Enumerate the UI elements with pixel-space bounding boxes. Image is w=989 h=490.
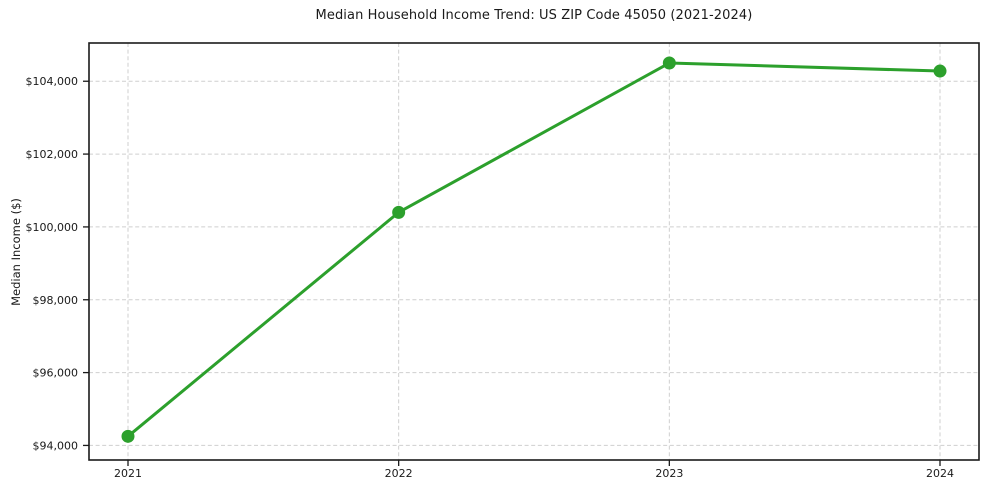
x-tick-label: 2021 — [114, 467, 142, 480]
y-tick-label: $100,000 — [26, 221, 79, 234]
data-point-2022 — [392, 205, 406, 219]
x-tick-label: 2023 — [655, 467, 683, 480]
y-tick-label: $96,000 — [33, 367, 79, 380]
trend-line — [126, 61, 942, 438]
y-tick-label: $102,000 — [26, 148, 79, 161]
plot-frame — [88, 42, 980, 461]
y-tick-label: $94,000 — [33, 439, 79, 452]
data-point-2021 — [121, 429, 135, 443]
y-tick-label: $104,000 — [26, 75, 79, 88]
data-point-2024 — [933, 64, 947, 78]
x-tick-label: 2024 — [926, 467, 954, 480]
chart-title: Median Household Income Trend: US ZIP Co… — [315, 8, 753, 23]
x-tick-label: 2022 — [385, 467, 413, 480]
y-tick-label: $98,000 — [33, 294, 79, 307]
data-point-2023 — [662, 56, 676, 70]
y-axis-label: Median Income ($) — [9, 198, 23, 306]
